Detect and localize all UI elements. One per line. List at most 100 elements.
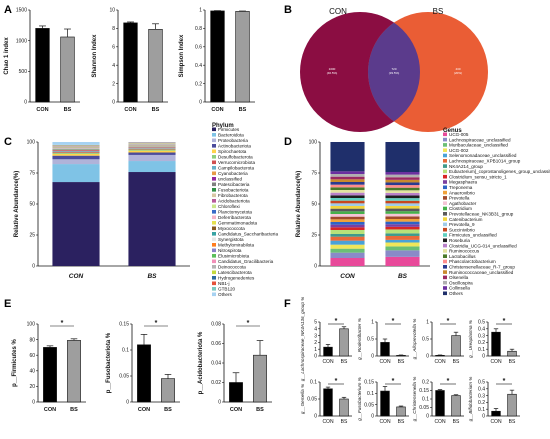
y-tick-label: 0.1 xyxy=(367,391,374,397)
legend-swatch xyxy=(212,188,216,192)
bar-bs xyxy=(451,395,461,417)
legend-entry: Christensenellaceae_R-7_group xyxy=(449,265,515,270)
stack-segment xyxy=(128,154,176,162)
y-tick-label: 0.6 xyxy=(195,45,202,51)
stack-segment xyxy=(330,234,365,237)
y-tick-label: 2 xyxy=(112,81,115,87)
x-category-label: BS xyxy=(341,359,348,365)
x-category-label: CON xyxy=(434,359,446,365)
legend-swatch xyxy=(212,287,216,291)
legend-swatch xyxy=(212,276,216,280)
legend-entry: Elusimicrobiota xyxy=(218,254,250,259)
significance-star: * xyxy=(392,378,395,385)
legend-entry: UCG-002 xyxy=(449,148,469,153)
legend-entry: Candidatus_Saccharibacteria xyxy=(218,232,278,237)
y-tick-label: 0 xyxy=(426,414,429,420)
legend-entry: Phascolarctobacterium xyxy=(449,259,496,264)
stack-segment xyxy=(330,174,365,177)
bar-chart-fusobacteriota: 0 0.05 0.1 0.15 CON BS p__Fusobacteriota % * xyxy=(106,320,180,413)
y-tick-label: 50 xyxy=(311,202,317,208)
stack-segment xyxy=(128,148,176,149)
x-category-label: CON xyxy=(434,419,446,425)
legend-swatch xyxy=(212,281,216,286)
significance-star: * xyxy=(447,318,450,325)
x-category-label: CON xyxy=(340,273,355,280)
legend-swatch xyxy=(212,221,216,225)
bar-chart-firmicutes: 0 20 40 60 80 100 CON BS p__Firmicutes % * xyxy=(12,320,86,413)
bar-con xyxy=(491,331,501,357)
legend-swatch xyxy=(443,259,447,264)
panel-label-c: C xyxy=(4,136,12,148)
y-tick-label: 0.2 xyxy=(422,380,429,386)
stack-segment xyxy=(385,182,420,186)
y-tick-label: 5 xyxy=(314,320,317,326)
stack-segment xyxy=(330,216,365,220)
legend-entry: Clostridia_UCG-014_unclassified xyxy=(449,243,517,248)
bar-con xyxy=(210,10,225,103)
y-tick-label: 10 xyxy=(109,8,115,14)
legend-entry: Fibrobacterota xyxy=(218,193,248,198)
legend-swatch xyxy=(212,232,216,236)
legend-swatch xyxy=(212,243,216,247)
legend-swatch xyxy=(443,249,447,253)
stack-segment xyxy=(330,142,365,172)
stack-segment xyxy=(330,179,365,182)
stack-segment xyxy=(52,150,100,152)
legend-entry: Muribaculaceae_unclassified xyxy=(449,143,508,148)
legend-entry: Eubacterium]_coprostanoligenes_group_unc… xyxy=(449,169,550,174)
legend-entry: Olsenella xyxy=(449,275,469,280)
y-tick-label: 0.2 xyxy=(478,400,485,406)
y-tick-label: 0 xyxy=(126,400,129,406)
y-tick-label: 100 xyxy=(309,140,318,146)
y-axis-label: p__Acidobacteriota % xyxy=(198,331,204,394)
bar-con xyxy=(380,390,390,417)
legend-swatch xyxy=(212,254,216,258)
x-category-label: BS xyxy=(398,359,405,365)
bar-con xyxy=(35,28,50,103)
venn-diagram: CON BS 1000(46.5%) 720(33.5%) 430(20%) xyxy=(300,7,488,132)
x-category-label: BS xyxy=(509,419,516,425)
bar-chart-christensenellaceae: 0 0.05 0.1 0.15 0.2 CON BS g__Christensenella %… xyxy=(412,377,464,425)
y-axis-label: Relative Abundance(%) xyxy=(14,171,20,237)
legend-swatch xyxy=(443,227,447,232)
x-category-label: BS xyxy=(509,359,516,365)
bar-con xyxy=(43,347,57,403)
legend-entry: Lachnospiraceae_XPB1014_group xyxy=(449,159,521,164)
bar-bs xyxy=(67,340,81,403)
legend-swatch xyxy=(443,143,447,147)
legend-swatch xyxy=(443,169,447,174)
stack-segment xyxy=(385,200,420,204)
bar-bs xyxy=(235,11,250,103)
legend-entry: Acidobacteriota xyxy=(218,199,250,204)
legend-entry: Gemmatimonadota xyxy=(218,221,258,226)
legend-entry: Ruminococcus xyxy=(449,249,480,254)
stack-segment xyxy=(330,184,365,188)
stack-segment xyxy=(52,142,100,145)
y-tick-label: 0.05 xyxy=(364,402,374,408)
bar-bs xyxy=(339,398,349,417)
panel-label-b: B xyxy=(284,4,292,16)
legend-entry: Planctomycetota xyxy=(218,210,252,215)
x-category-label: BS xyxy=(256,407,264,413)
legend-entry: Campilobacterota xyxy=(218,166,254,171)
bar-chart-chao1: 0 500 1000 1500 CON BS Chao 1 index xyxy=(4,8,80,113)
legend-entry: Collinsella xyxy=(449,286,470,291)
significance-star: * xyxy=(447,378,450,385)
bar-con xyxy=(229,382,243,403)
legend-swatch xyxy=(443,148,447,152)
x-category-label: CON xyxy=(69,273,84,280)
y-tick-label: 0 xyxy=(218,400,221,406)
y-tick-label: 0.1 xyxy=(422,397,429,403)
bar-bs xyxy=(396,406,406,417)
legend-entry: NB1-j xyxy=(218,281,230,286)
y-tick-label: 20 xyxy=(29,384,35,390)
stack-segment xyxy=(52,159,100,165)
legend-entry: Chloroflexi xyxy=(218,204,240,209)
y-axis-label: g__Lachnospiraceae_NK4A136_group % xyxy=(300,297,305,382)
bar-bs xyxy=(253,354,267,403)
x-category-label: BS xyxy=(398,419,405,425)
stack-segment xyxy=(385,192,420,196)
bar-bs xyxy=(451,335,461,357)
